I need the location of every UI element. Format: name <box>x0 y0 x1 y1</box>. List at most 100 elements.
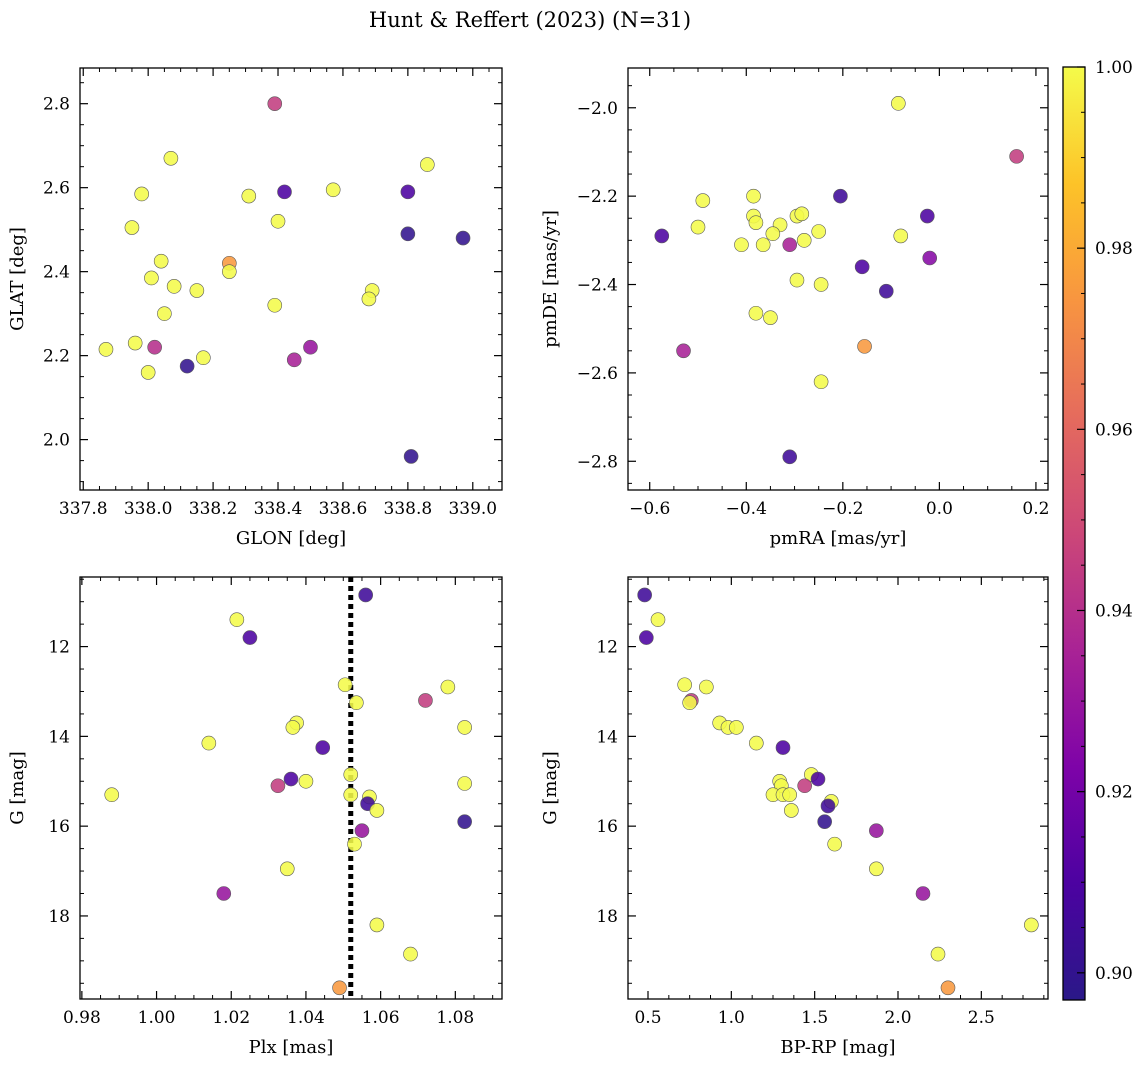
x-tick-label: 339.0 <box>448 499 497 519</box>
data-point <box>369 803 385 818</box>
colorbar: 0.90 0.92 0.94 0.96 0.98 1.00 <box>1062 58 1133 1001</box>
axes-frame <box>79 576 503 1000</box>
data-point <box>833 188 848 204</box>
x-tick-label: 1.04 <box>287 1008 325 1028</box>
axes-frame <box>627 576 1049 1000</box>
data-point <box>654 228 670 244</box>
panel-pmra-pmde: −0.6 −0.4 −0.2 0.0 0.2 −2.8 −2.6 −2.4 −2.2 −2.0 pm… <box>540 67 1049 549</box>
data-point <box>98 342 114 357</box>
x-tick-label: 1.06 <box>362 1008 400 1028</box>
data-point <box>337 677 353 693</box>
y-tick-label: 2.6 <box>43 179 70 199</box>
x-tick-label: 2.0 <box>884 1008 911 1028</box>
data-point <box>196 350 211 366</box>
data-point <box>455 230 471 246</box>
data-point <box>157 306 172 321</box>
data-point <box>763 310 778 325</box>
data-point <box>755 237 771 253</box>
x-tick-label: −0.6 <box>629 499 670 519</box>
colorbar-tick-label: 0.90 <box>1095 964 1133 984</box>
data-point <box>1024 917 1039 933</box>
points <box>98 96 471 464</box>
data-point <box>134 186 149 202</box>
y-axis-label: G [mag] <box>7 751 28 824</box>
data-point <box>650 612 666 627</box>
data-point <box>403 946 418 962</box>
data-point <box>418 693 433 708</box>
y-tick-label: 18 <box>596 907 618 927</box>
data-point <box>400 226 416 242</box>
y-tick-label: 12 <box>48 638 70 658</box>
data-point <box>285 720 301 735</box>
data-point <box>637 587 652 603</box>
data-point <box>920 208 935 224</box>
data-point <box>748 305 764 321</box>
data-point <box>216 886 232 901</box>
data-point <box>794 206 810 222</box>
data-point <box>144 270 159 286</box>
x-tick-label: 338.6 <box>319 499 368 519</box>
colorbar-frame <box>1062 66 1086 1001</box>
data-point <box>286 352 302 368</box>
y-tick-label: 2.2 <box>43 347 70 367</box>
data-point <box>457 776 472 791</box>
data-point <box>400 184 416 200</box>
data-point <box>347 836 362 852</box>
panel-glon-glat: 337.8 338.0 338.2 338.4 338.6 338.8 339.0 2.0 2.… <box>7 67 503 549</box>
data-point <box>440 679 456 695</box>
y-axis-label: pmDE [mas/yr] <box>540 210 561 348</box>
data-point <box>817 814 832 829</box>
data-point <box>325 182 341 198</box>
data-point <box>189 283 205 298</box>
colorbar-tick-label: 0.98 <box>1095 239 1133 259</box>
data-point <box>639 630 654 645</box>
x-tick-label: 0.2 <box>1022 499 1049 519</box>
data-point <box>699 679 714 695</box>
y-tick-label: 18 <box>48 907 70 927</box>
axes-frame <box>79 67 503 491</box>
data-point <box>854 259 870 275</box>
data-point <box>279 861 295 877</box>
data-point <box>893 228 909 244</box>
colorbar-tick-label: 0.92 <box>1095 783 1133 803</box>
points <box>637 587 1039 996</box>
y-tick-label: 2.8 <box>43 95 70 115</box>
data-point <box>775 740 791 755</box>
x-tick-label: 0.0 <box>926 499 953 519</box>
data-point <box>782 449 798 465</box>
y-tick-label: −2.6 <box>577 364 618 384</box>
data-point <box>179 358 195 374</box>
data-point <box>782 237 798 253</box>
data-point <box>820 798 836 814</box>
data-point <box>303 339 318 355</box>
x-tick-label: −0.4 <box>726 499 767 519</box>
data-point <box>734 237 749 253</box>
x-tick-label: 338.8 <box>384 499 433 519</box>
x-tick-label: 1.00 <box>138 1008 176 1028</box>
y-tick-label: 14 <box>596 727 618 747</box>
colorbar-tick-label: 0.94 <box>1095 601 1133 621</box>
data-point <box>869 823 884 838</box>
data-point <box>789 272 805 288</box>
data-point <box>857 339 872 354</box>
data-point <box>811 224 826 239</box>
data-point <box>153 253 169 269</box>
data-point <box>922 250 938 266</box>
x-axis-label: GLON [deg] <box>236 528 346 549</box>
y-tick-label: 16 <box>596 817 618 837</box>
data-point <box>765 226 781 242</box>
data-point <box>695 193 711 208</box>
axes-frame <box>627 67 1049 491</box>
data-point <box>270 778 286 794</box>
data-point <box>222 264 237 279</box>
data-point <box>358 587 373 603</box>
data-point <box>813 374 829 390</box>
x-tick-label: 1.02 <box>212 1008 250 1028</box>
data-point <box>891 96 906 111</box>
colorbar-tick-label: 1.00 <box>1095 58 1133 78</box>
data-point <box>420 157 435 172</box>
y-tick-label: −2.4 <box>577 276 618 296</box>
data-point <box>354 823 370 838</box>
data-point <box>201 735 217 751</box>
